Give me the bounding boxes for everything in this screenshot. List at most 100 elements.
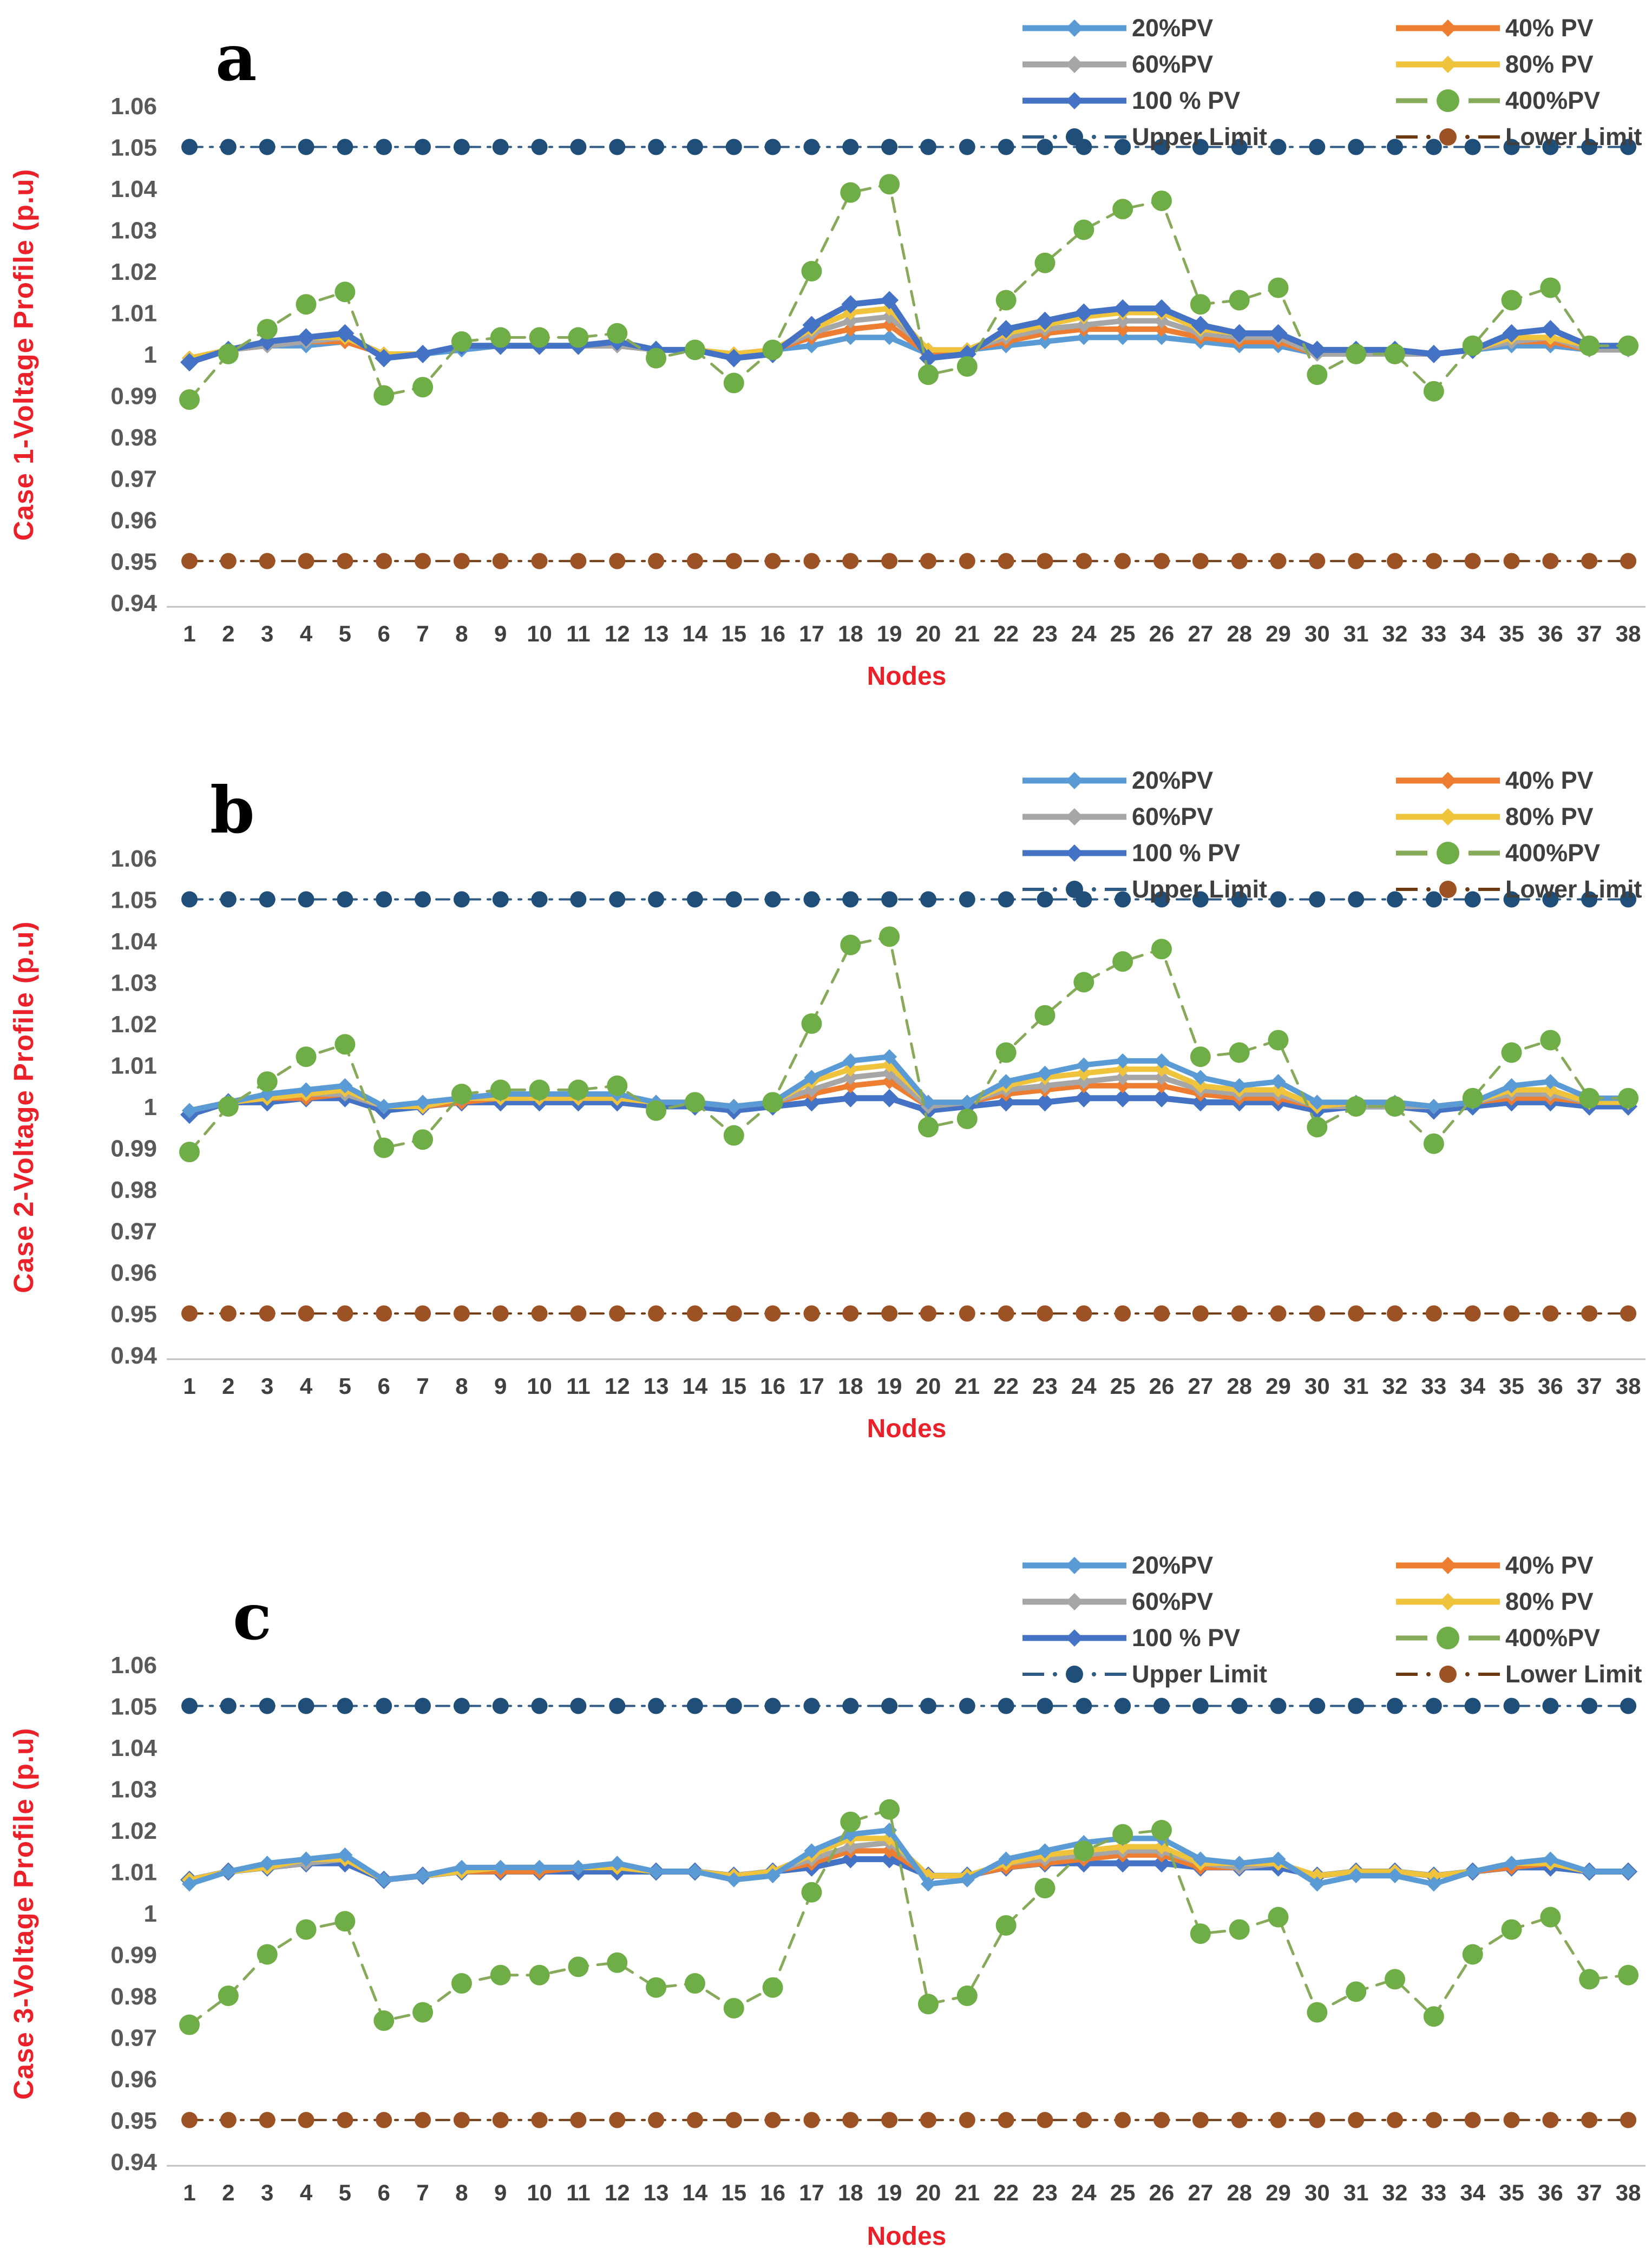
marker-pv400 <box>762 1977 783 1998</box>
marker-pv400 <box>1423 1133 1444 1154</box>
marker-pv400 <box>684 1973 705 1994</box>
marker-lower <box>959 553 975 569</box>
marker-pv400 <box>723 1997 744 2019</box>
legend-item-pv80: 80% PV <box>1394 801 1648 833</box>
marker-pv100 <box>1152 299 1171 318</box>
marker-pv400 <box>917 364 939 385</box>
x-tick-label: 22 <box>993 621 1019 646</box>
y-tick-label: 0.99 <box>110 383 157 410</box>
marker-lower <box>686 1305 703 1322</box>
marker-pv400 <box>1501 1042 1522 1063</box>
legend-chart-c: 20%PV 60%PV 100 % PV Upper Limit 40% PV 80% P… <box>1020 1547 1648 1692</box>
pv400-legend-swatch-icon <box>1396 89 1500 112</box>
upper-legend-swatch-icon <box>1022 880 1126 898</box>
marker-pv400 <box>257 1944 278 1965</box>
marker-upper <box>1153 139 1170 155</box>
marker-pv20 <box>259 1856 275 1871</box>
pv40-legend-swatch-icon <box>1396 771 1500 789</box>
legend-label-pv400: 400%PV <box>1505 1623 1601 1652</box>
x-tick-label: 12 <box>605 1373 630 1399</box>
marker-upper <box>648 1698 665 1714</box>
marker-lower <box>1581 2112 1598 2128</box>
marker-pv100 <box>297 328 316 347</box>
legend-item-pv20: 20%PV <box>1020 1549 1394 1582</box>
marker-pv100 <box>1191 316 1210 335</box>
x-tick-label: 33 <box>1421 621 1447 646</box>
series-line-pv400 <box>188 1808 1630 2027</box>
marker-pv20 <box>804 338 820 353</box>
marker-pv400 <box>1462 335 1483 356</box>
x-tick-label: 20 <box>916 621 941 646</box>
marker-lower <box>492 553 509 569</box>
marker-lower <box>453 553 470 569</box>
marker-pv400 <box>335 281 356 303</box>
panel-label-a: a <box>215 20 257 95</box>
marker-pv20 <box>804 1843 820 1859</box>
marker-pv20 <box>1621 1864 1636 1879</box>
marker-pv100 <box>414 345 432 363</box>
marker-lower <box>998 1305 1014 1322</box>
x-tick-label: 26 <box>1149 2180 1175 2205</box>
marker-upper <box>570 891 587 908</box>
marker-lower <box>609 2112 626 2128</box>
marker-upper <box>920 1698 936 1714</box>
marker-pv20 <box>648 1864 664 1879</box>
y-tick-label: 1.06 <box>110 846 157 872</box>
marker-lower <box>492 1305 509 1322</box>
y-tick-label: 1 <box>144 1094 157 1121</box>
marker-pv100 <box>180 353 199 372</box>
panel-label-c: c <box>233 1579 272 1654</box>
x-axis-title-c: Nodes <box>867 2222 947 2251</box>
marker-pv400 <box>1268 277 1289 298</box>
marker-pv100 <box>1113 299 1132 318</box>
marker-lower <box>220 1305 237 1322</box>
marker-pv100 <box>997 320 1015 339</box>
series-upper-b <box>181 891 1637 908</box>
marker-pv400 <box>490 1079 511 1100</box>
marker-lower <box>1076 553 1092 569</box>
marker-pv100 <box>1269 324 1288 343</box>
pv60-legend-swatch-icon <box>1022 808 1126 825</box>
marker-pv20 <box>1387 1868 1403 1884</box>
x-tick-label: 24 <box>1071 1373 1097 1399</box>
y-tick-label: 1.01 <box>110 1053 157 1079</box>
x-tick-label: 4 <box>300 621 313 646</box>
y-tick-label: 1.01 <box>110 300 157 327</box>
x-tick-label: 16 <box>760 1373 785 1399</box>
marker-pv400 <box>1034 1005 1056 1026</box>
series-line-pv100 <box>186 297 1631 365</box>
marker-upper <box>376 139 392 155</box>
marker-upper <box>1503 891 1520 908</box>
marker-pv20 <box>1426 1876 1441 1892</box>
marker-pv20 <box>220 1864 236 1879</box>
legend-item-pv20: 20%PV <box>1020 12 1394 44</box>
legend-label-pv80: 80% PV <box>1505 802 1594 830</box>
x-tick-label: 24 <box>1071 2180 1097 2205</box>
marker-pv80 <box>1115 1062 1131 1077</box>
x-tick-label: 16 <box>760 621 785 646</box>
marker-upper <box>959 891 975 908</box>
marker-pv100 <box>1502 324 1521 343</box>
marker-pv400 <box>1073 1840 1094 1862</box>
marker-upper <box>220 139 237 155</box>
marker-lower <box>1542 2112 1559 2128</box>
marker-lower <box>1348 1305 1365 1322</box>
marker-upper <box>1309 1698 1326 1714</box>
marker-pv100 <box>1035 1093 1054 1112</box>
chart-b: 1.06 1.05 1.04 1.03 1.02 1.01 1 0.99 0.98 0.97 0.9… <box>110 846 1646 1399</box>
marker-upper <box>492 1698 509 1714</box>
marker-upper <box>1503 139 1520 155</box>
marker-upper <box>492 139 509 155</box>
legend-item-pv40: 40% PV <box>1394 12 1648 44</box>
marker-pv400 <box>490 327 511 348</box>
marker-pv400 <box>1112 1824 1133 1845</box>
marker-lower <box>881 1305 898 1322</box>
marker-upper <box>1192 139 1209 155</box>
marker-pv400 <box>1618 1087 1639 1109</box>
marker-pv400 <box>646 1977 667 1998</box>
marker-pv400 <box>1540 1030 1561 1051</box>
series-pv20-c <box>182 1823 1636 1892</box>
x-tick-label: 19 <box>877 2180 902 2205</box>
marker-lower <box>181 1305 198 1322</box>
